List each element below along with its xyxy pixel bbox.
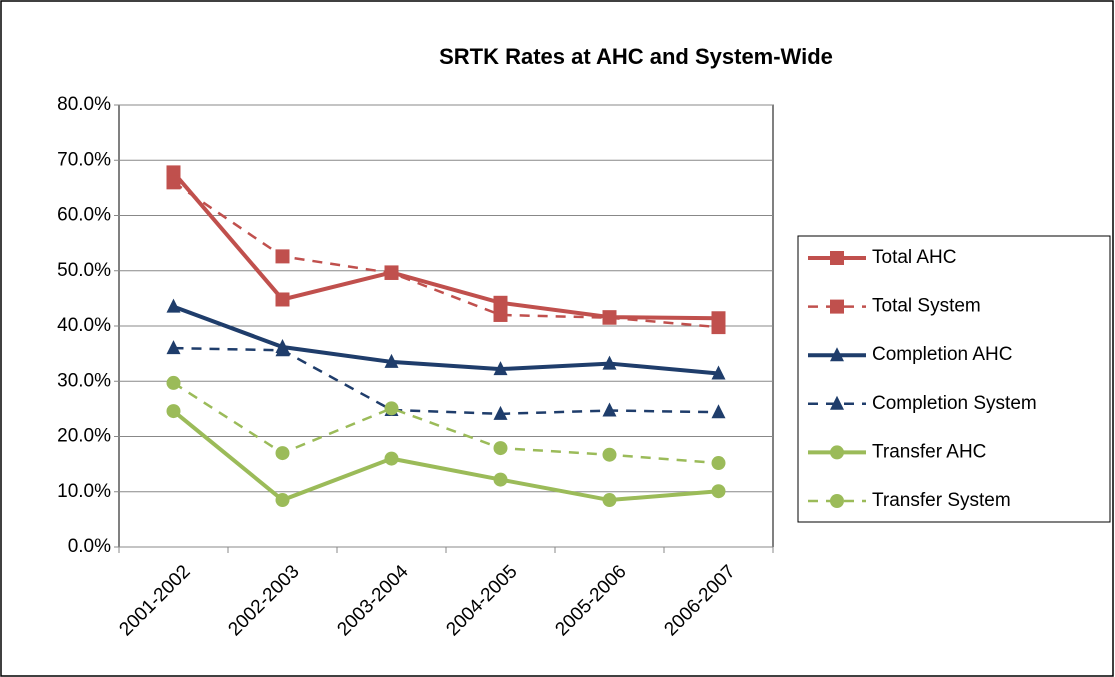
- point: [493, 405, 508, 420]
- legend-marker: [830, 251, 844, 265]
- chart-title: SRTK Rates at AHC and System-Wide: [439, 44, 833, 69]
- point: [275, 493, 290, 508]
- point: [493, 361, 508, 376]
- point: [166, 404, 181, 419]
- point: [493, 472, 508, 487]
- legend-label: Transfer System: [872, 490, 1011, 511]
- legend-label: Total AHC: [872, 247, 956, 268]
- point: [384, 265, 399, 280]
- series-line: [171, 171, 719, 321]
- point: [602, 493, 617, 508]
- y-tick-label: 0.0%: [68, 536, 111, 557]
- point: [602, 402, 617, 417]
- point: [275, 249, 290, 264]
- point: [166, 175, 181, 190]
- legend-label: Completion System: [872, 393, 1037, 414]
- y-tick-label: 20.0%: [57, 426, 111, 447]
- point: [384, 353, 399, 368]
- series-line: [172, 409, 719, 503]
- legend-marker: [830, 445, 844, 460]
- point: [711, 456, 726, 471]
- point: [275, 292, 290, 307]
- y-tick-label: 60.0%: [57, 205, 111, 226]
- y-tick-label: 40.0%: [57, 315, 111, 336]
- y-tick-label: 10.0%: [57, 481, 111, 502]
- legend-label: Total System: [872, 296, 981, 317]
- point: [384, 451, 399, 466]
- series-line: [172, 381, 719, 465]
- point: [602, 310, 617, 325]
- legend-marker: [830, 494, 844, 508]
- point: [602, 447, 617, 462]
- y-tick-label: 50.0%: [57, 260, 111, 281]
- legend-marker: [830, 299, 844, 314]
- point: [384, 401, 399, 416]
- point: [493, 307, 508, 322]
- series-line: [172, 304, 719, 376]
- point: [711, 365, 726, 380]
- point: [711, 484, 726, 499]
- series-line: [173, 346, 719, 416]
- point: [275, 342, 290, 357]
- point: [166, 375, 181, 390]
- point: [602, 355, 617, 370]
- point: [275, 446, 290, 461]
- legend-marker: [830, 347, 844, 362]
- point: [166, 298, 181, 313]
- legend-label: Completion AHC: [872, 344, 1012, 365]
- point: [493, 441, 508, 456]
- point: [711, 320, 726, 335]
- legend-marker: [830, 395, 844, 410]
- point: [493, 295, 508, 310]
- y-tick-label: 80.0%: [57, 94, 111, 115]
- series-line: [172, 181, 719, 329]
- legend-box: [797, 235, 1111, 523]
- y-tick-label: 30.0%: [57, 370, 111, 391]
- legend-label: Transfer AHC: [872, 441, 986, 462]
- y-tick-label: 70.0%: [57, 149, 111, 170]
- point: [166, 340, 181, 355]
- point: [711, 404, 726, 419]
